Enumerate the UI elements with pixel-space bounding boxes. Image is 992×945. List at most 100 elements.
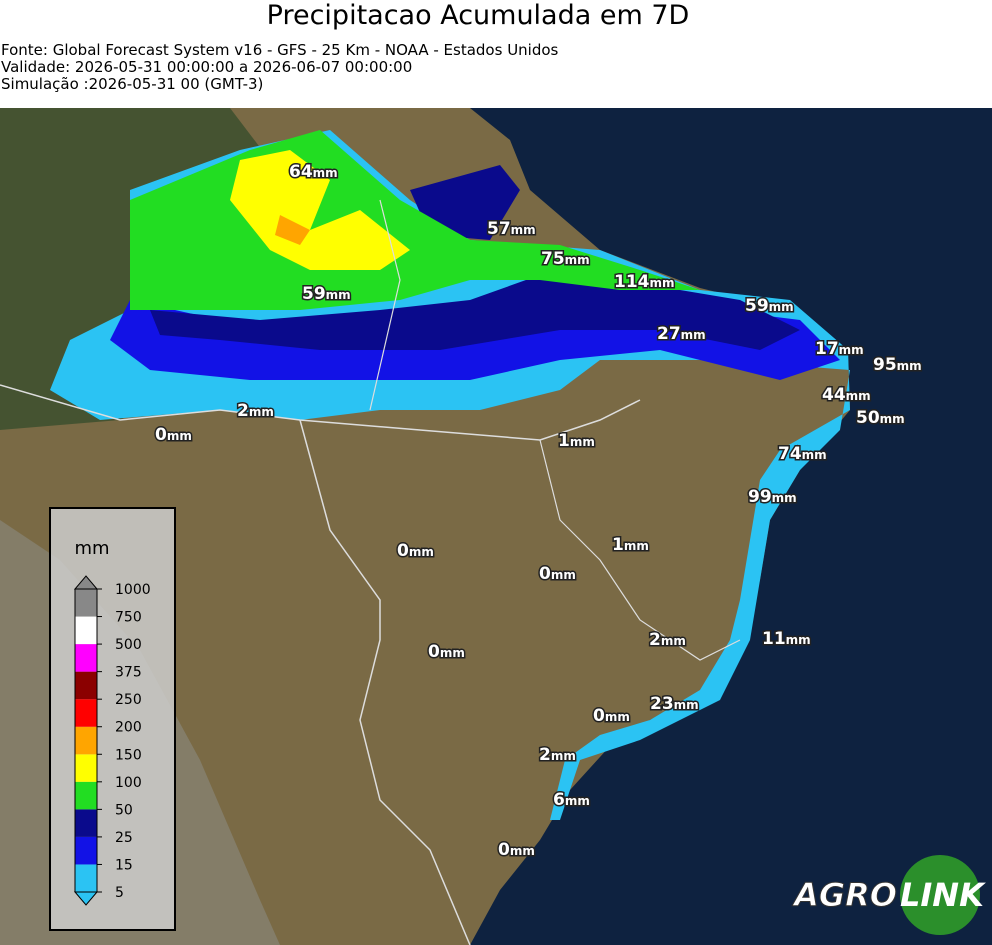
rain-unit: mm <box>880 412 905 426</box>
rain-unit: mm <box>802 448 827 462</box>
rain-unit: mm <box>786 633 811 647</box>
title: Precipitacao Acumulada em 7D <box>267 0 690 31</box>
rain-label: 11mm <box>762 629 811 649</box>
rain-value: 0 <box>593 706 605 726</box>
rain-25 <box>150 275 800 350</box>
colorbar-tick-label: 50 <box>115 802 133 818</box>
rain-label: 57mm <box>487 219 536 239</box>
rain-label: 0mm <box>428 642 465 662</box>
rain-unit: mm <box>570 435 595 449</box>
colorbar-segment <box>75 781 97 810</box>
rain-unit: mm <box>551 749 576 763</box>
rain-label: 2mm <box>539 745 576 765</box>
colorbar-tick-label: 5 <box>115 885 124 901</box>
rain-unit: mm <box>839 343 864 357</box>
rain-label: 75mm <box>541 249 590 269</box>
border <box>539 439 741 661</box>
rain-label: 2mm <box>237 401 274 421</box>
rain-unit: mm <box>661 634 686 648</box>
rain-value: 75 <box>541 249 565 269</box>
rain-unit: mm <box>681 328 706 342</box>
legend: mm 5 15 25 50 100 150 200 250 375 500 750 1000 <box>49 507 176 931</box>
rain-unit: mm <box>897 359 922 373</box>
rain-unit: mm <box>409 545 434 559</box>
rain-value: 0 <box>498 840 510 860</box>
rain-label: 17mm <box>815 339 864 359</box>
colorbar-tick-label: 150 <box>115 747 142 763</box>
colorbar-segment <box>75 589 97 617</box>
rain-unit: mm <box>565 253 590 267</box>
rain-label: 64mm <box>289 162 338 182</box>
source-line: Fonte: Global Forecast System v16 - GFS … <box>1 41 559 59</box>
rain-value: 44 <box>822 385 846 405</box>
rain-label: 6mm <box>553 790 590 810</box>
rain-label: 1mm <box>612 535 649 555</box>
rain-value: 6 <box>553 790 565 810</box>
colorbar-tick-label: 750 <box>115 610 142 626</box>
rain-unit: mm <box>511 223 536 237</box>
border <box>299 419 471 945</box>
rain-value: 95 <box>873 355 897 375</box>
colorbar-segment <box>75 836 97 865</box>
colorbar-segment <box>75 726 97 755</box>
border <box>0 384 641 441</box>
rain-unit: mm <box>167 429 192 443</box>
rain-value: 99 <box>748 487 772 507</box>
rain-value: 2 <box>539 745 551 765</box>
colorbar-outline <box>74 588 98 893</box>
rain-label: 74mm <box>778 444 827 464</box>
rain-value: 1 <box>612 535 624 555</box>
rain-unit: mm <box>565 794 590 808</box>
rain-unit: mm <box>624 539 649 553</box>
logo-right: LINK <box>900 876 986 914</box>
rain-100 <box>230 150 410 270</box>
colorbar-tick-label: 250 <box>115 692 142 708</box>
rain-unit: mm <box>440 646 465 660</box>
simulation-line: Simulação :2026-05-31 00 (GMT-3) <box>1 75 263 93</box>
rain-unit: mm <box>769 300 794 314</box>
logo-left: AGRO <box>791 876 897 914</box>
rain-unit: mm <box>510 844 535 858</box>
rain-label: 59mm <box>302 284 351 304</box>
map-labels: 64mm57mm75mm114mm59mm59mm27mm17mm95mm44m… <box>154 161 924 862</box>
rain-label: 0mm <box>397 541 434 561</box>
rain-label: 50mm <box>856 408 905 428</box>
colorbar-segment <box>75 644 97 672</box>
rain-value: 27 <box>657 324 681 344</box>
rain-value: 2 <box>649 630 661 650</box>
logo-circle <box>900 855 980 935</box>
rain-value: 0 <box>428 642 440 662</box>
rain-label: 59mm <box>745 296 794 316</box>
colorbar-tick-label: 200 <box>115 720 142 736</box>
border <box>369 199 401 411</box>
rain-unit: mm <box>674 698 699 712</box>
rain-label: 0mm <box>539 564 576 584</box>
rain-value: 0 <box>397 541 409 561</box>
legend-title: mm <box>74 538 109 559</box>
rain-unit: mm <box>313 166 338 180</box>
rain-value: 57 <box>487 219 511 239</box>
colorbar-tick-label: 100 <box>115 775 142 791</box>
rain-value: 0 <box>539 564 551 584</box>
rain-label: 95mm <box>873 355 922 375</box>
rain-value: 2 <box>237 401 249 421</box>
rain-unit: mm <box>551 568 576 582</box>
rain-value: 74 <box>778 444 802 464</box>
rain-unit: mm <box>772 491 797 505</box>
colorbar-segment <box>75 671 97 700</box>
colorbar: 5 15 25 50 100 150 200 250 375 500 750 1000 <box>73 575 151 906</box>
rain-value: 59 <box>745 296 769 316</box>
colorbar-segment <box>75 754 97 782</box>
rain-value: 64 <box>289 162 313 182</box>
rain-label: 99mm <box>748 487 797 507</box>
colorbar-segment <box>75 864 97 892</box>
rain-label: 114mm <box>614 272 675 292</box>
colorbar-tick-label: 1000 <box>115 582 151 598</box>
colorbar-tick-label: 15 <box>115 857 133 873</box>
rain-label: 23mm <box>650 694 699 714</box>
rain-value: 50 <box>856 408 880 428</box>
colorbar-tick-label: 500 <box>115 637 142 653</box>
colorbar-segment <box>75 699 97 727</box>
